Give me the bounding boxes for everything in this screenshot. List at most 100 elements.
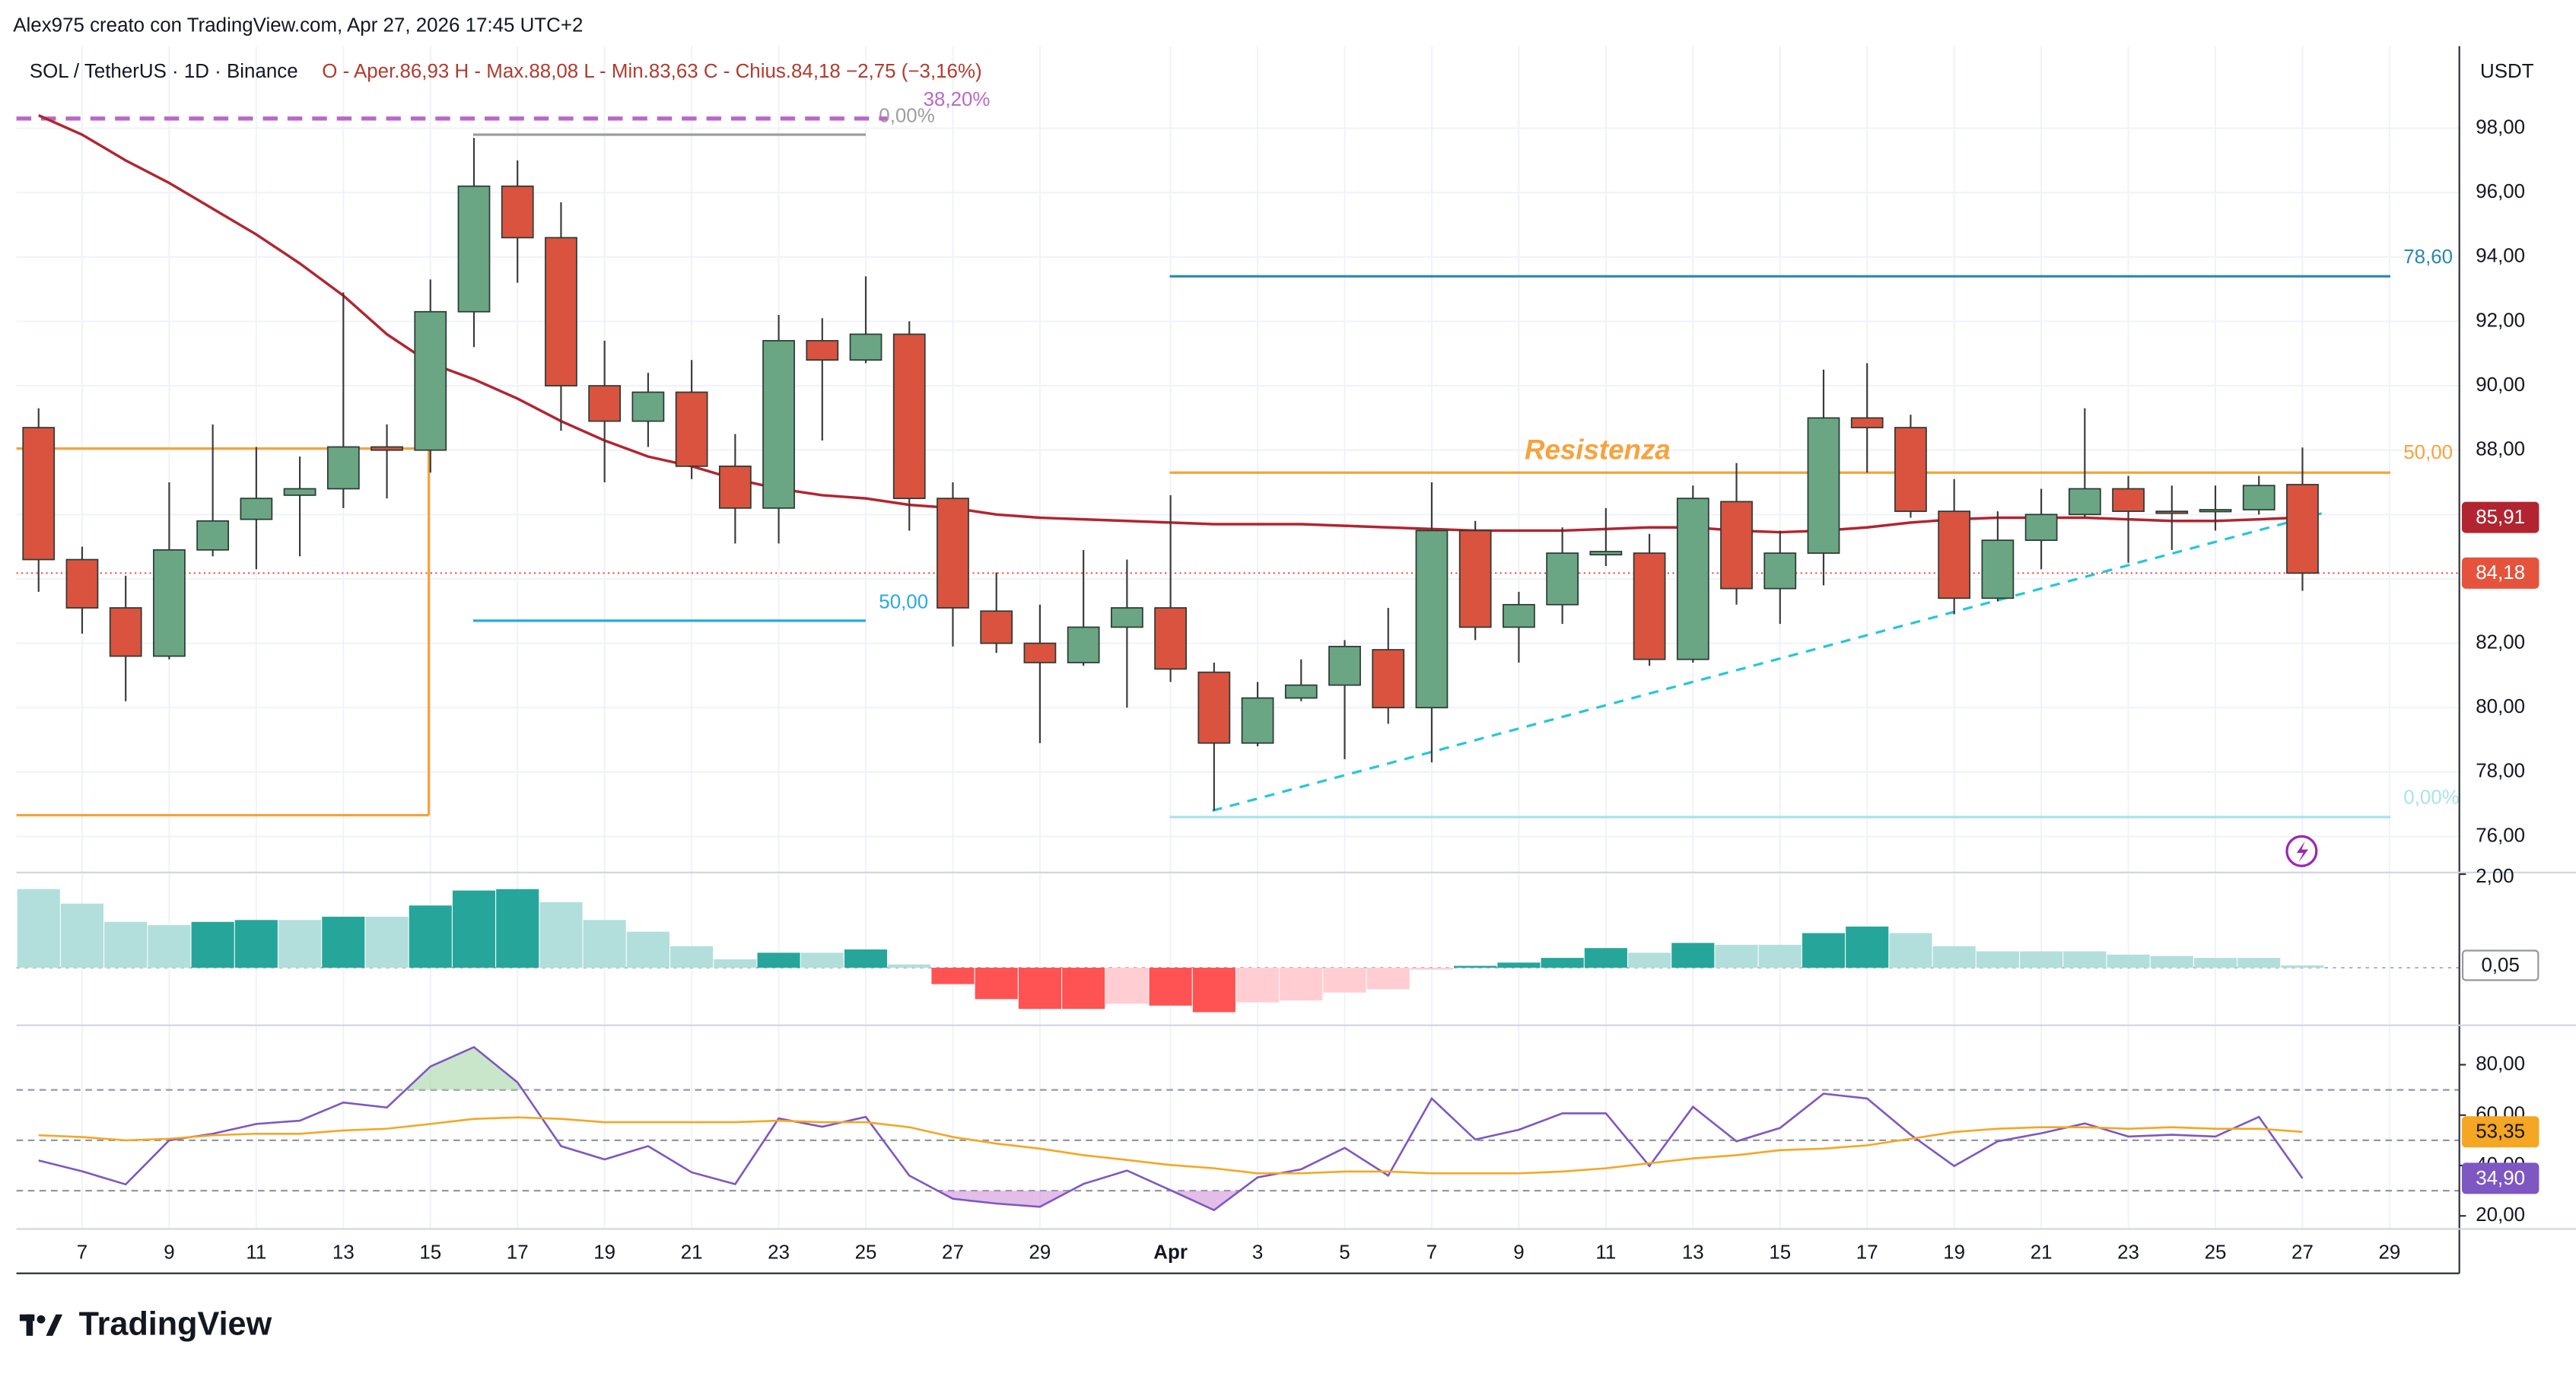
histogram-bar [1192, 968, 1236, 1013]
x-tick-label: 27 [942, 1242, 964, 1264]
histogram-bar [670, 946, 714, 968]
histogram-bar [1932, 946, 1976, 968]
x-tick-label: 29 [2378, 1242, 2400, 1264]
candle-body [370, 446, 403, 451]
candle-body [718, 465, 752, 509]
x-tick-label: 25 [2205, 1242, 2227, 1264]
rsi-ma-line [38, 1116, 2303, 1175]
candle-body [1110, 607, 1143, 628]
candle-body [1807, 417, 1840, 554]
candle-body [1894, 427, 1927, 512]
histogram-bar [1802, 933, 1846, 968]
candle-body [1850, 417, 1884, 428]
histogram-bar [1149, 968, 1192, 1006]
y-tick-label: 2,00 [2476, 866, 2514, 887]
histogram-bar [2237, 958, 2281, 968]
candle-body [1546, 552, 1579, 606]
fib-label: 38,20% [924, 89, 991, 110]
candle-body [545, 237, 577, 386]
annotation: Resistenza [1525, 434, 1671, 466]
ohlc-legend: O - Aper.86,93 H - Max.88,08 L - Min.83,… [322, 61, 981, 82]
candle-body [1197, 671, 1231, 744]
price-badge-label: 34,90 [2476, 1168, 2525, 1189]
histogram-bar [1018, 968, 1061, 1010]
price-badge [2461, 557, 2539, 589]
candle-body [1284, 684, 1318, 699]
logo-mark [19, 1314, 63, 1336]
candle-body [2242, 485, 2275, 510]
symbol-title: SOL / TetherUS · 1D · Binance [30, 61, 298, 82]
candle-body [1067, 626, 1100, 663]
candle-body [1241, 697, 1274, 744]
histogram-bar [234, 920, 278, 968]
unit-label: USDT [2480, 61, 2534, 82]
x-tick-label: 29 [1029, 1242, 1051, 1264]
histogram-bar [452, 890, 496, 968]
logo-shape [46, 1314, 63, 1336]
candle-body [2068, 488, 2101, 516]
histogram-bar [148, 925, 191, 968]
histogram-bar [844, 949, 888, 968]
x-tick-label: 9 [164, 1242, 174, 1264]
candle-body [196, 520, 230, 551]
histogram-bar [409, 905, 452, 968]
histogram-bar [1628, 952, 1671, 968]
price-badge [2461, 1162, 2539, 1194]
trendline [1212, 510, 2330, 813]
x-tick-label: Apr [1153, 1242, 1188, 1264]
candle-body [1328, 645, 1361, 686]
x-tick-label: 19 [593, 1242, 615, 1264]
histogram-bar [583, 920, 626, 968]
histogram-bar [975, 968, 1018, 1000]
price-badge-label: 85,91 [2476, 507, 2525, 528]
candle-body [1763, 552, 1797, 590]
y-tick-label: 90,00 [2476, 374, 2525, 396]
histogram-bar [2063, 951, 2107, 968]
y-tick-label: 78,00 [2476, 761, 2525, 782]
histogram-bar [1541, 958, 1584, 968]
fib-label: 0,00% [879, 105, 934, 126]
candle-body [937, 498, 969, 609]
candle-body [1938, 510, 1971, 599]
histogram-bar [1062, 968, 1105, 1010]
price-badge-label: 0,05 [2481, 955, 2519, 976]
histogram-bar [1889, 933, 1932, 968]
histogram-bar [1584, 948, 1627, 968]
candle-body [1720, 501, 1753, 590]
x-tick-label: 11 [246, 1242, 266, 1264]
histogram-bar [931, 968, 975, 984]
y-tick-label: 94,00 [2476, 246, 2525, 267]
histogram-bar [104, 921, 148, 968]
histogram-bar [1454, 965, 1497, 968]
histogram-bar [1976, 951, 2019, 968]
candle-body [2199, 509, 2232, 513]
y-tick-label: 20,00 [2476, 1204, 2525, 1226]
candle-body [588, 385, 622, 422]
x-tick-label: 19 [1943, 1242, 1965, 1264]
fib-label: 50,00 [2403, 442, 2453, 463]
fib-label: 78,60 [2403, 246, 2453, 268]
x-tick-label: 5 [1339, 1242, 1350, 1264]
histogram-bar [1846, 926, 1889, 968]
histogram-bar [2281, 965, 2324, 968]
x-tick-label: 13 [1682, 1242, 1704, 1264]
histogram-bar [278, 920, 322, 968]
candle-body [1154, 607, 1187, 670]
x-tick-label: 21 [681, 1242, 703, 1264]
histogram-bar [539, 902, 583, 968]
candle-body [22, 427, 56, 561]
histogram-bar [1105, 968, 1149, 1004]
histogram-bar [888, 964, 931, 968]
oversold-fill [937, 1191, 1240, 1210]
candle-body [457, 185, 491, 313]
candle-body [2286, 484, 2319, 574]
candle-body [326, 446, 360, 490]
histogram-bar [1497, 962, 1541, 968]
x-tick-label: 3 [1252, 1242, 1263, 1264]
candle-body [1372, 649, 1405, 709]
price-badge [2461, 501, 2539, 533]
candle-body [675, 391, 708, 467]
alert-icon[interactable] [2285, 835, 2318, 867]
